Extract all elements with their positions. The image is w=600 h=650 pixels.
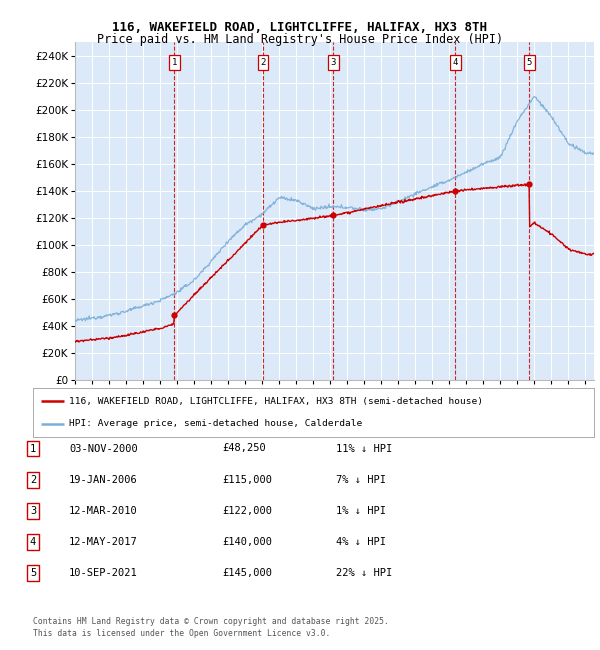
- Text: 5: 5: [526, 58, 532, 67]
- Text: £122,000: £122,000: [222, 506, 272, 516]
- Text: £145,000: £145,000: [222, 568, 272, 578]
- Text: £48,250: £48,250: [222, 443, 266, 454]
- Text: 10-SEP-2021: 10-SEP-2021: [69, 568, 138, 578]
- Text: 116, WAKEFIELD ROAD, LIGHTCLIFFE, HALIFAX, HX3 8TH (semi-detached house): 116, WAKEFIELD ROAD, LIGHTCLIFFE, HALIFA…: [70, 396, 484, 406]
- Text: 1: 1: [30, 443, 36, 454]
- Text: 3: 3: [30, 506, 36, 516]
- Text: Price paid vs. HM Land Registry's House Price Index (HPI): Price paid vs. HM Land Registry's House …: [97, 32, 503, 46]
- Text: 19-JAN-2006: 19-JAN-2006: [69, 474, 138, 485]
- Text: Contains HM Land Registry data © Crown copyright and database right 2025.
This d: Contains HM Land Registry data © Crown c…: [33, 618, 389, 638]
- Text: HPI: Average price, semi-detached house, Calderdale: HPI: Average price, semi-detached house,…: [70, 419, 363, 428]
- Text: 12-MAY-2017: 12-MAY-2017: [69, 537, 138, 547]
- Text: 3: 3: [331, 58, 336, 67]
- Text: 116, WAKEFIELD ROAD, LIGHTCLIFFE, HALIFAX, HX3 8TH: 116, WAKEFIELD ROAD, LIGHTCLIFFE, HALIFA…: [113, 21, 487, 34]
- Text: £115,000: £115,000: [222, 474, 272, 485]
- Text: £140,000: £140,000: [222, 537, 272, 547]
- Text: 7% ↓ HPI: 7% ↓ HPI: [336, 474, 386, 485]
- Text: 1: 1: [172, 58, 177, 67]
- Text: 03-NOV-2000: 03-NOV-2000: [69, 443, 138, 454]
- Text: 2: 2: [30, 474, 36, 485]
- Text: 4: 4: [453, 58, 458, 67]
- Text: 22% ↓ HPI: 22% ↓ HPI: [336, 568, 392, 578]
- Text: 1% ↓ HPI: 1% ↓ HPI: [336, 506, 386, 516]
- Text: 4% ↓ HPI: 4% ↓ HPI: [336, 537, 386, 547]
- Text: 5: 5: [30, 568, 36, 578]
- Text: 2: 2: [260, 58, 266, 67]
- Text: 11% ↓ HPI: 11% ↓ HPI: [336, 443, 392, 454]
- Text: 12-MAR-2010: 12-MAR-2010: [69, 506, 138, 516]
- Text: 4: 4: [30, 537, 36, 547]
